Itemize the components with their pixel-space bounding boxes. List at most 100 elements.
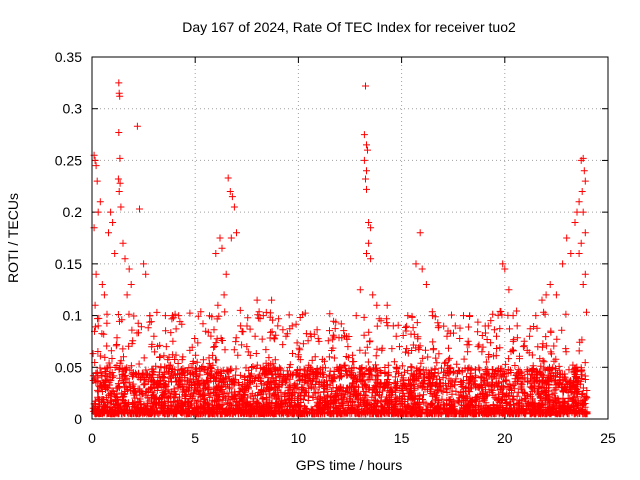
data-point xyxy=(567,378,575,386)
data-point xyxy=(388,399,396,407)
data-point xyxy=(516,367,524,375)
data-point xyxy=(183,398,191,406)
data-point xyxy=(550,389,558,397)
data-point xyxy=(127,281,135,288)
data-point xyxy=(470,409,478,417)
data-point xyxy=(295,402,303,410)
data-point xyxy=(139,371,147,379)
data-point xyxy=(264,374,272,382)
data-point xyxy=(447,402,455,409)
data-point xyxy=(189,360,197,367)
data-point xyxy=(455,397,462,405)
data-point xyxy=(202,398,210,406)
data-point xyxy=(494,390,502,398)
data-point xyxy=(514,408,522,415)
data-point xyxy=(162,343,170,351)
data-point xyxy=(530,366,538,373)
data-point xyxy=(230,203,238,211)
data-point xyxy=(398,382,406,390)
data-point xyxy=(456,398,464,406)
data-point xyxy=(117,203,125,211)
data-point xyxy=(309,394,317,401)
data-point xyxy=(399,332,407,339)
data-point xyxy=(120,373,128,381)
data-point xyxy=(228,388,236,396)
data-point xyxy=(123,291,131,299)
data-point xyxy=(331,325,339,333)
data-point xyxy=(414,383,422,391)
data-point xyxy=(451,322,459,330)
data-point xyxy=(321,364,329,372)
data-point xyxy=(199,320,207,328)
data-point xyxy=(167,329,175,337)
data-point xyxy=(207,332,215,340)
data-point xyxy=(223,367,231,375)
data-point xyxy=(412,260,420,268)
data-point xyxy=(98,330,106,338)
x-tick-label: 20 xyxy=(497,430,513,446)
data-point xyxy=(134,319,142,327)
data-point xyxy=(355,395,363,403)
data-point xyxy=(407,408,415,416)
data-point xyxy=(349,351,357,359)
data-point xyxy=(259,405,267,413)
data-point xyxy=(404,312,412,320)
data-point xyxy=(445,401,453,408)
data-point xyxy=(96,364,104,372)
data-point xyxy=(94,208,102,216)
data-point xyxy=(282,332,290,340)
data-point xyxy=(471,372,479,380)
data-point xyxy=(515,409,523,417)
data-point xyxy=(518,385,526,393)
data-point xyxy=(572,376,580,384)
data-point xyxy=(241,373,249,381)
data-point xyxy=(262,346,270,354)
data-point xyxy=(194,312,202,320)
data-point xyxy=(230,381,238,389)
data-point xyxy=(415,374,423,382)
data-point xyxy=(450,407,458,415)
data-point xyxy=(479,394,487,402)
data-point xyxy=(363,343,371,351)
data-point xyxy=(550,371,558,379)
data-point xyxy=(363,167,370,175)
data-point xyxy=(429,346,437,354)
data-point xyxy=(488,389,496,397)
data-point xyxy=(316,365,324,373)
data-point xyxy=(579,390,587,398)
data-point xyxy=(332,318,340,326)
data-point xyxy=(303,405,311,413)
data-point xyxy=(119,345,127,353)
data-point xyxy=(349,358,357,366)
data-point xyxy=(510,396,518,404)
data-point xyxy=(156,368,163,376)
data-point xyxy=(221,346,229,354)
data-point xyxy=(516,400,524,408)
data-point xyxy=(217,401,225,409)
data-point xyxy=(172,351,180,359)
data-point xyxy=(215,397,223,405)
data-point xyxy=(201,391,209,399)
data-point xyxy=(356,346,364,354)
data-point xyxy=(114,384,121,392)
data-point xyxy=(579,208,587,216)
data-point xyxy=(370,384,378,392)
data-point xyxy=(185,407,193,415)
data-point xyxy=(489,401,497,409)
data-point xyxy=(417,359,425,367)
data-point xyxy=(363,141,370,149)
data-point xyxy=(356,286,364,294)
data-point xyxy=(511,362,519,369)
data-point xyxy=(571,219,579,226)
data-point xyxy=(549,402,557,410)
data-point xyxy=(291,396,299,404)
data-point xyxy=(315,337,323,345)
data-point xyxy=(561,408,568,416)
data-point xyxy=(227,400,235,408)
data-point xyxy=(98,406,106,414)
data-point xyxy=(304,337,312,345)
data-point xyxy=(299,408,307,416)
data-point xyxy=(161,363,169,371)
data-point xyxy=(566,394,574,402)
data-point xyxy=(554,395,562,402)
